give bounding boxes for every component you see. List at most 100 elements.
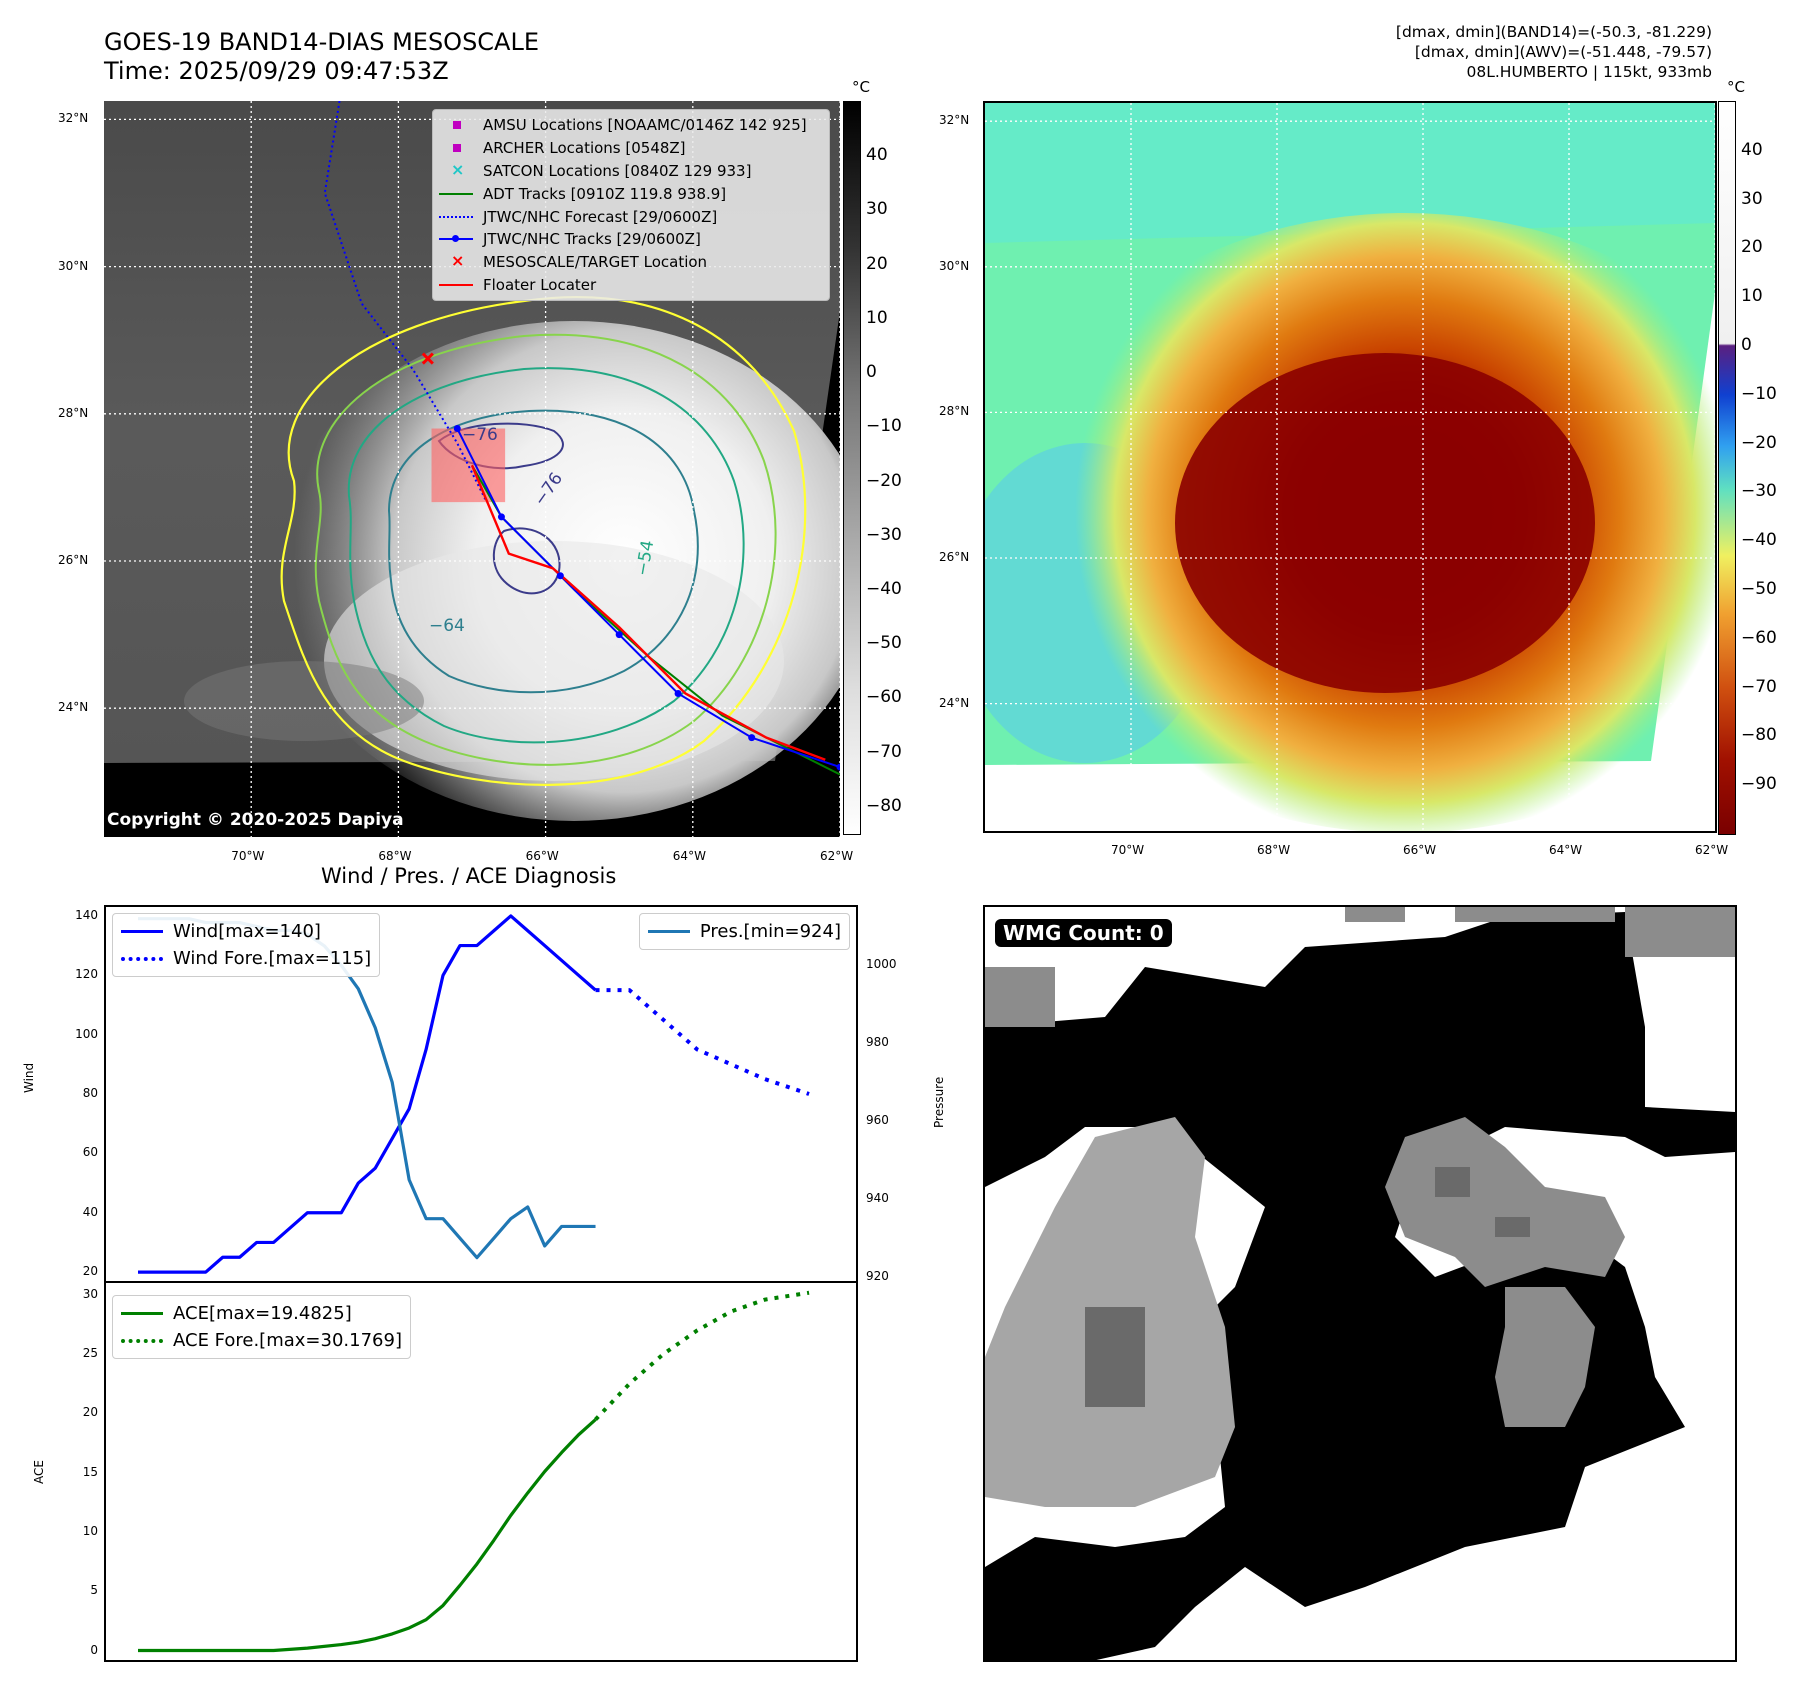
ace-ylabel: ACE	[32, 1460, 46, 1484]
colorbar-tick-label: −50	[1741, 579, 1777, 599]
lon-tick-label: 64°W	[1549, 843, 1583, 857]
figure-title: GOES-19 BAND14-DIAS MESOSCALE Time: 2025…	[104, 28, 539, 86]
lon-tick-label: 68°W	[1257, 843, 1291, 857]
colorbar-tick-label: −60	[1741, 627, 1777, 648]
y-tick-label: 80	[82, 1086, 98, 1100]
colorbar-tick-label: 20	[866, 253, 888, 274]
pres-legend: Pres.[min=924]	[638, 913, 850, 950]
title-line-2: Time: 2025/09/29 09:47:53Z	[104, 57, 449, 85]
colorbar-left	[843, 101, 861, 835]
jtwc-forecast-track	[323, 101, 488, 503]
colorbar-tick-label: 40	[866, 145, 888, 166]
wmg-count-badge: WMG Count: 0	[995, 919, 1172, 947]
floater-track	[470, 464, 826, 761]
series-line	[594, 1290, 810, 1421]
legend-item: ADT Tracks [0910Z 119.8 938.9]	[439, 182, 823, 205]
lon-tick-label: 70°W	[1111, 843, 1145, 857]
y-tick-label: 1000	[866, 957, 897, 972]
wind-pres-chart: Wind[max=140] Wind Fore.[max=115] Pres.[…	[104, 905, 858, 1283]
jtwc-track-point	[674, 689, 682, 697]
legend-item: × SATCON Locations [0840Z 129 933]	[439, 160, 823, 183]
colorbar-tick-label: −70	[866, 741, 902, 762]
legend-marker-x: ×	[451, 251, 465, 271]
wmg-svg	[985, 907, 1735, 1660]
colorbar-tick-label: −20	[866, 470, 902, 491]
colorbar-tick-label: −30	[1741, 481, 1777, 502]
lon-tick-label: 68°W	[378, 849, 412, 863]
colorbar-tick-label: −60	[866, 687, 902, 708]
colorbar-tick-label: 40	[1741, 139, 1763, 160]
wmg-black-region	[985, 912, 1735, 1660]
lon-tick-label: 66°W	[525, 849, 559, 863]
colorbar-tick-label: −80	[1741, 725, 1777, 746]
contour-blue-teal	[387, 409, 699, 694]
y-tick-label: 940	[866, 1191, 889, 1206]
lon-tick-label: 70°W	[231, 849, 265, 863]
lat-tick-label: 26°N	[58, 553, 89, 567]
legend-marker-square	[439, 141, 473, 155]
y-tick-label: 25	[82, 1346, 98, 1361]
y-tick-label: 20	[82, 1405, 98, 1420]
jtwc-track-point	[748, 734, 756, 742]
lon-tick-label: 62°W	[1695, 843, 1729, 857]
y-tick-label: 30	[82, 1286, 98, 1301]
target-location-marker	[421, 352, 434, 365]
legend-item: × MESOSCALE/TARGET Location	[439, 251, 823, 274]
jtwc-track-point	[556, 572, 564, 580]
colorbar-tick-label: 0	[1741, 335, 1752, 355]
contour-teal	[347, 367, 745, 744]
series-line	[138, 914, 597, 1274]
lat-tick-label: 26°N	[939, 550, 970, 564]
y-tick-label: 960	[866, 1113, 889, 1128]
info-line-2: [dmax, dmin](AWV)=(-51.448, -79.57)	[1414, 43, 1712, 61]
colorbar-tick-label: −30	[866, 524, 902, 545]
legend-item: ACE[max=19.4825]	[121, 1300, 402, 1327]
legend-item: ACE Fore.[max=30.1769]	[121, 1327, 402, 1354]
y-tick-label: 980	[866, 1035, 889, 1050]
y-tick-label: 60	[82, 1145, 98, 1160]
colorbar-left-unit: °C	[852, 78, 870, 96]
colorbar-tick-label: −10	[1741, 383, 1777, 404]
contour-light-green	[314, 333, 777, 766]
colorbar-tick-label: −40	[1741, 530, 1777, 551]
lat-tick-label: 30°N	[58, 258, 89, 273]
wmg-mid-gray-region	[1385, 1117, 1625, 1287]
colorbar-right-unit: °C	[1727, 78, 1745, 96]
copyright-text: Copyright © 2020-2025 Dapiya	[107, 810, 404, 830]
series-line	[138, 1418, 597, 1653]
legend-marker-line	[439, 278, 473, 292]
legend-marker-x: ×	[451, 159, 465, 179]
y-tick-label: 10	[82, 1523, 98, 1538]
lon-tick-label: 62°W	[820, 849, 854, 863]
colorbar-tick-label: −80	[866, 795, 902, 816]
info-line-1: [dmax, dmin](BAND14)=(-50.3, -81.229)	[1395, 23, 1712, 41]
lon-tick-label: 64°W	[672, 849, 706, 863]
lon-tick-label: 66°W	[1403, 843, 1437, 857]
ace-svg	[138, 1290, 810, 1653]
lat-tick-label: 30°N	[939, 258, 970, 273]
y-tick-label: 120	[75, 967, 98, 982]
legend-item: JTWC/NHC Tracks [29/0600Z]	[439, 228, 823, 251]
legend-marker-line-dot	[439, 232, 473, 246]
lat-tick-label: 24°N	[939, 695, 970, 710]
y-tick-label: 920	[866, 1269, 889, 1284]
pres-ylabel: Pressure	[932, 1076, 946, 1128]
legend-item: ARCHER Locations [0548Z]	[439, 137, 823, 160]
y-tick-label: 100	[75, 1026, 98, 1041]
colorbar-tick-label: −70	[1741, 676, 1777, 697]
y-tick-label: 15	[82, 1464, 98, 1479]
map-legend: AMSU Locations [NOAAMC/0146Z 142 925] AR…	[432, 109, 830, 302]
colorbar-tick-label: −50	[866, 633, 902, 654]
enhanced-map-svg	[985, 103, 1715, 831]
series-line	[595, 988, 810, 1096]
colorbar-tick-label: −20	[1741, 432, 1777, 453]
wind-ylabel: Wind	[22, 1062, 36, 1093]
wmg-panel	[983, 905, 1737, 1662]
y-tick-label: 0	[90, 1642, 98, 1657]
figure-info: [dmax, dmin](BAND14)=(-50.3, -81.229) [d…	[1396, 22, 1712, 82]
legend-item: Pres.[min=924]	[647, 918, 841, 945]
wind-legend: Wind[max=140] Wind Fore.[max=115]	[112, 913, 381, 977]
info-line-3: 08L.HUMBERTO | 115kt, 933mb	[1466, 63, 1713, 81]
lat-tick-label: 32°N	[58, 111, 89, 126]
colorbar-tick-label: 0	[866, 362, 877, 383]
